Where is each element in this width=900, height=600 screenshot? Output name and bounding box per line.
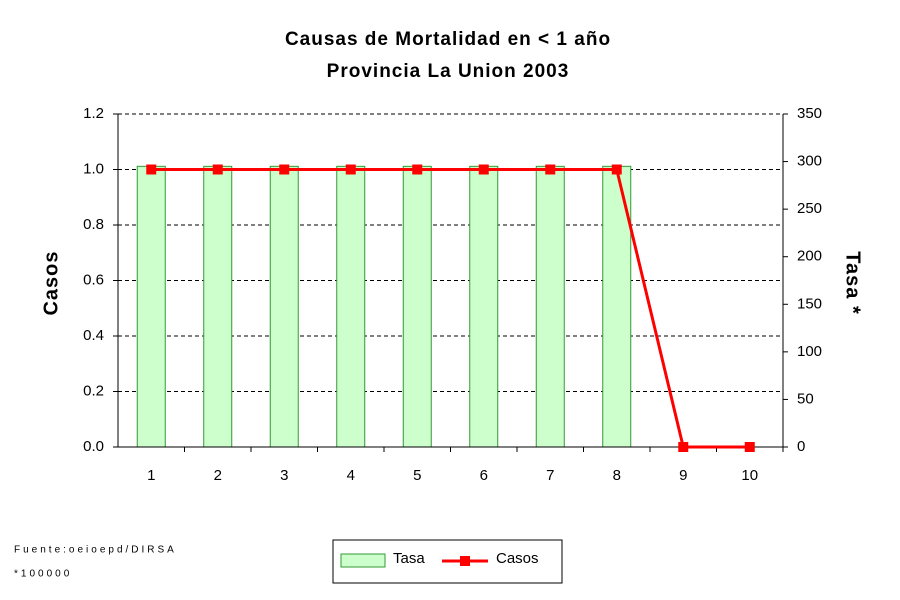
marker — [412, 164, 423, 175]
y-axis-title: Casos — [40, 250, 62, 315]
x-tick-label: 9 — [679, 467, 687, 484]
x-tick-label: 8 — [613, 467, 621, 484]
marker — [478, 164, 489, 175]
bar — [269, 165, 299, 448]
y-tick-label: 0.0 — [83, 438, 104, 455]
marker — [611, 164, 622, 175]
legend-marker — [460, 556, 470, 566]
x-tick-label: 10 — [741, 467, 758, 484]
y2-tick-label: 0 — [797, 438, 805, 455]
marker — [279, 164, 290, 175]
marker — [345, 164, 356, 175]
y2-tick-label: 200 — [797, 248, 822, 265]
y2-tick-label: 300 — [797, 153, 822, 170]
marker — [678, 442, 689, 452]
y2-tick-label: 50 — [797, 390, 814, 407]
bar — [203, 165, 233, 448]
x-tick-label: 2 — [214, 467, 222, 484]
x-tick-label: 5 — [413, 467, 421, 484]
y2-tick-label: 250 — [797, 200, 822, 217]
x-tick-label: 1 — [147, 467, 155, 484]
line — [151, 168, 750, 449]
marker — [146, 164, 157, 175]
x-tick-label: 6 — [480, 467, 488, 484]
chart-subtitle: Provincia La Union 2003 — [327, 61, 570, 82]
marker — [744, 442, 755, 452]
y-tick-label: 0.4 — [83, 327, 104, 344]
bar — [402, 165, 432, 448]
y-tick-label: 0.2 — [83, 382, 104, 399]
y-tick-label: 0.8 — [83, 216, 104, 233]
bar — [336, 165, 366, 448]
legend-swatch — [340, 553, 386, 568]
x-tick-label: 4 — [347, 467, 355, 484]
y2-tick-label: 150 — [797, 295, 822, 312]
y2-tick-label: 350 — [797, 105, 822, 122]
chart-title: Causas de Mortalidad en < 1 año — [285, 29, 611, 50]
source-note: Fuente:oeioepd/DIRSA — [14, 545, 177, 556]
x-tick-label: 7 — [546, 467, 554, 484]
marker — [545, 164, 556, 175]
x-tick-label: 3 — [280, 467, 288, 484]
bar — [535, 165, 565, 448]
y2-tick-label: 100 — [797, 343, 822, 360]
footnote: *100000 — [14, 569, 72, 580]
y-tick-label: 1.2 — [83, 105, 104, 122]
marker — [212, 164, 223, 175]
y-tick-label: 1.0 — [83, 160, 104, 177]
legend-label: Casos — [496, 550, 539, 567]
bar — [469, 165, 499, 448]
y2-axis-title: Tasa * — [842, 251, 864, 314]
legend-label: Tasa — [393, 550, 425, 567]
bar — [136, 165, 166, 448]
y-tick-label: 0.6 — [83, 271, 104, 288]
